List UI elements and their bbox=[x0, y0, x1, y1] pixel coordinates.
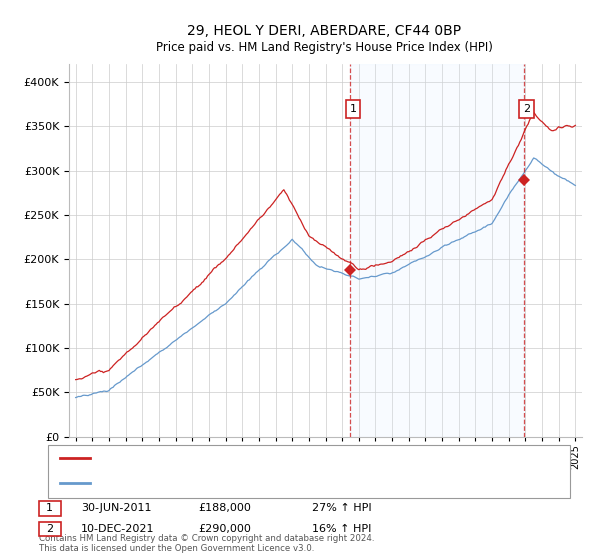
Text: 2: 2 bbox=[46, 524, 53, 534]
Text: 30-JUN-2011: 30-JUN-2011 bbox=[81, 503, 151, 514]
Text: 29, HEOL Y DERI, ABERDARE, CF44 0BP (detached house): 29, HEOL Y DERI, ABERDARE, CF44 0BP (det… bbox=[99, 452, 399, 463]
Text: Price paid vs. HM Land Registry's House Price Index (HPI): Price paid vs. HM Land Registry's House … bbox=[155, 41, 493, 54]
Bar bbox=[350, 64, 524, 437]
Text: 16% ↑ HPI: 16% ↑ HPI bbox=[312, 524, 371, 534]
Text: HPI: Average price, detached house, Rhondda Cynon Taf: HPI: Average price, detached house, Rhon… bbox=[99, 478, 392, 488]
Text: Contains HM Land Registry data © Crown copyright and database right 2024.
This d: Contains HM Land Registry data © Crown c… bbox=[39, 534, 374, 553]
Text: 2: 2 bbox=[523, 104, 530, 114]
Text: 27% ↑ HPI: 27% ↑ HPI bbox=[312, 503, 371, 514]
Text: £290,000: £290,000 bbox=[198, 524, 251, 534]
Text: £188,000: £188,000 bbox=[198, 503, 251, 514]
Text: 1: 1 bbox=[349, 104, 356, 114]
Text: 29, HEOL Y DERI, ABERDARE, CF44 0BP: 29, HEOL Y DERI, ABERDARE, CF44 0BP bbox=[187, 24, 461, 38]
Text: 1: 1 bbox=[46, 503, 53, 514]
Text: 10-DEC-2021: 10-DEC-2021 bbox=[81, 524, 155, 534]
